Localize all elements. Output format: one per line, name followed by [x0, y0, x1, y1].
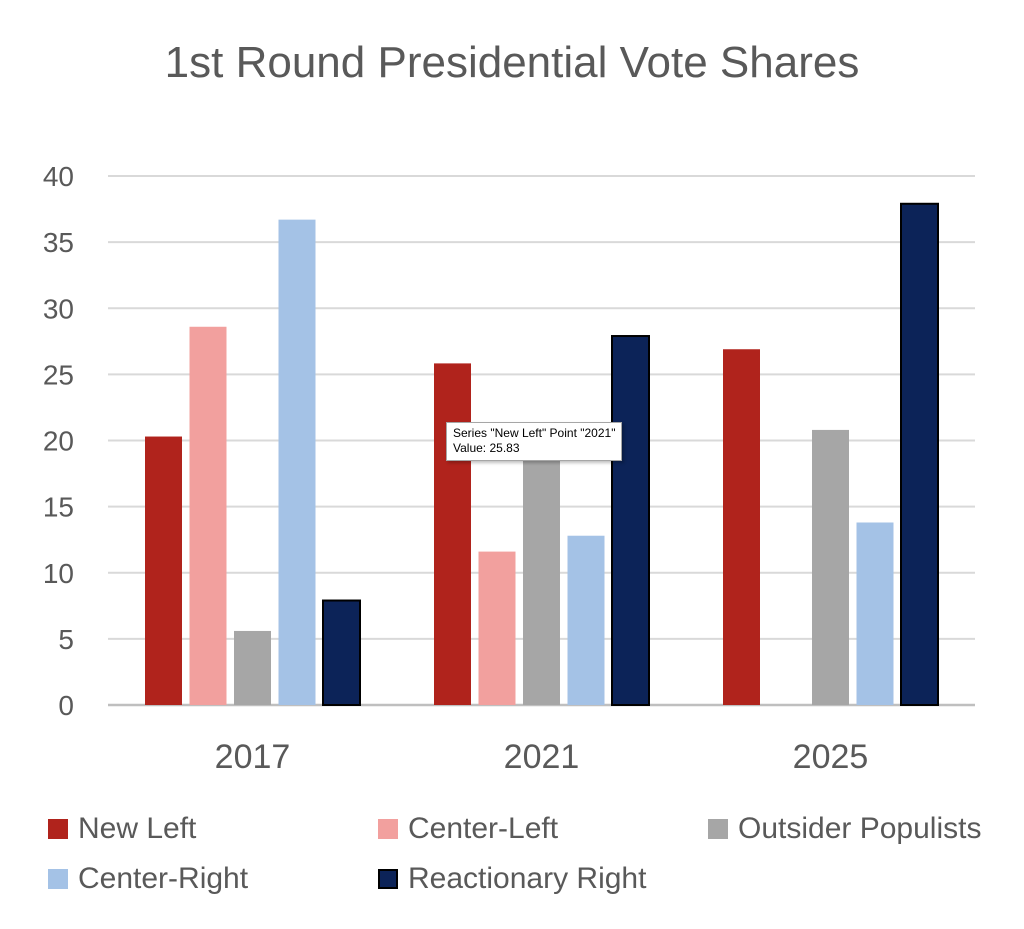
bar: [812, 429, 849, 705]
bar: [434, 363, 471, 705]
legend-swatch: [48, 869, 68, 889]
chart-title: 1st Round Presidential Vote Shares: [164, 38, 860, 87]
bar: [278, 219, 316, 705]
legend-item: New Left: [48, 812, 196, 846]
bar: [234, 630, 271, 705]
legend-swatch: [708, 819, 728, 839]
y-tick-label: 5: [58, 624, 74, 655]
bar: [322, 599, 361, 707]
bar: [145, 436, 182, 705]
y-tick-label: 35: [43, 227, 74, 258]
legend-swatch: [378, 869, 398, 889]
tooltip-series-point: Series "New Left" Point "2021": [453, 426, 616, 440]
x-tick-label: 2025: [793, 738, 869, 776]
legend-swatch: [378, 819, 398, 839]
bar: [189, 326, 227, 705]
bar: [856, 522, 894, 705]
y-tick-label: 15: [43, 492, 74, 523]
y-tick-label: 40: [43, 161, 74, 192]
x-tick-label: 2021: [504, 738, 580, 776]
bar: [478, 551, 516, 705]
y-tick-label: 30: [43, 293, 74, 324]
tooltip-value: Value: 25.83: [453, 441, 520, 455]
bar: [723, 349, 760, 705]
bar: [523, 441, 560, 705]
tooltip: Series "New Left" Point "2021" Value: 25…: [446, 422, 623, 461]
bar: [567, 535, 605, 705]
legend-label: New Left: [78, 812, 197, 845]
y-tick-label: 25: [43, 359, 74, 390]
legend-label: Reactionary Right: [408, 862, 647, 895]
legend-label: Center-Left: [408, 812, 559, 845]
legend-item: Reactionary Right: [378, 862, 646, 896]
legend-item: Outsider Populists: [708, 812, 981, 846]
legend-item: Center-Left: [378, 812, 558, 846]
y-tick-label: 20: [43, 426, 74, 457]
x-tick-label: 2017: [215, 738, 291, 776]
bar: [611, 335, 650, 706]
legend-label: Outsider Populists: [738, 812, 982, 845]
legend-item: Center-Right: [48, 862, 248, 896]
y-tick-label: 10: [43, 558, 74, 589]
legend-label: Center-Right: [78, 862, 249, 895]
y-tick-label: 0: [58, 690, 74, 721]
legend-swatch: [48, 819, 68, 839]
bar: [900, 202, 939, 707]
